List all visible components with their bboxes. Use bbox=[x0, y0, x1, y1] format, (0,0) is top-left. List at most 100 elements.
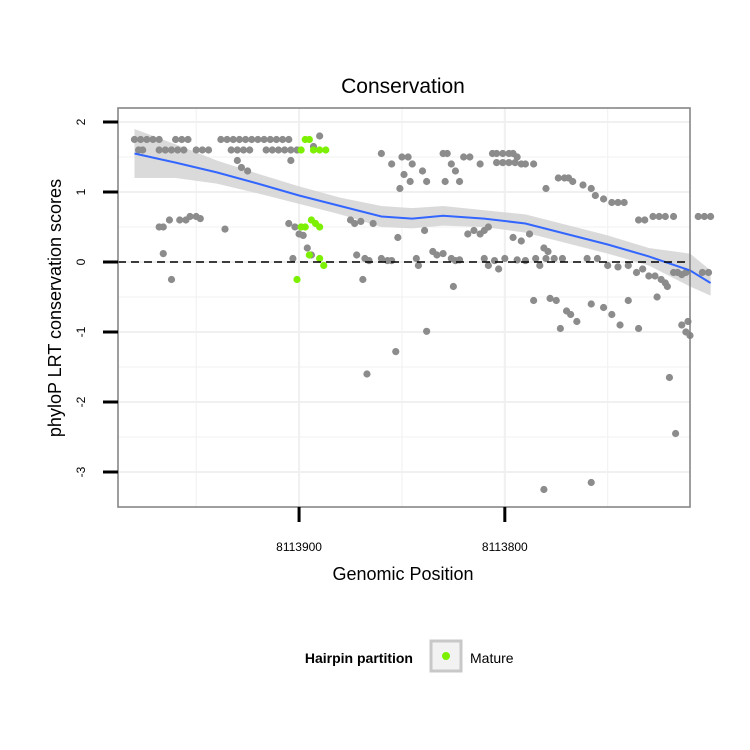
chart-title: Conservation bbox=[341, 75, 465, 98]
data-point bbox=[180, 146, 188, 154]
data-point bbox=[492, 149, 501, 158]
x-tick-label: 8113900 bbox=[276, 540, 322, 554]
legend: Hairpin partition Mature bbox=[305, 639, 514, 673]
data-point bbox=[244, 167, 252, 175]
data-point bbox=[661, 212, 669, 221]
data-point bbox=[287, 146, 295, 154]
data-point bbox=[172, 135, 180, 144]
data-point bbox=[388, 257, 396, 265]
legend-title: Hairpin partition bbox=[305, 650, 413, 666]
data-point bbox=[645, 272, 653, 280]
y-tick-label: -3 bbox=[74, 466, 88, 477]
data-point bbox=[174, 146, 182, 154]
data-point bbox=[392, 348, 400, 356]
data-point-mature bbox=[293, 275, 301, 284]
data-point bbox=[221, 225, 229, 233]
data-point bbox=[509, 233, 517, 242]
data-point bbox=[439, 250, 447, 258]
legend-label-mature: Mature bbox=[470, 650, 514, 666]
data-point bbox=[398, 153, 406, 161]
data-point bbox=[155, 146, 163, 154]
data-point bbox=[480, 254, 488, 263]
data-point bbox=[583, 254, 591, 263]
data-point bbox=[204, 146, 213, 154]
data-point bbox=[704, 268, 713, 277]
data-point bbox=[155, 135, 163, 144]
data-point bbox=[186, 212, 194, 221]
data-point-mature bbox=[305, 135, 313, 144]
data-point bbox=[641, 216, 649, 224]
data-point bbox=[700, 212, 709, 221]
data-point bbox=[272, 135, 281, 144]
data-points-layer bbox=[130, 132, 715, 494]
data-point bbox=[573, 317, 581, 326]
data-point bbox=[579, 181, 587, 189]
data-point bbox=[363, 370, 371, 378]
data-point bbox=[671, 429, 680, 438]
data-point bbox=[505, 159, 513, 167]
x-axis-title: Genomic Position bbox=[332, 564, 473, 584]
data-point-mature bbox=[316, 223, 324, 231]
data-point bbox=[620, 198, 628, 207]
data-point bbox=[359, 275, 367, 284]
data-point bbox=[552, 296, 560, 305]
y-tick-label: 2 bbox=[74, 118, 88, 125]
data-point bbox=[470, 226, 478, 235]
data-point-mature bbox=[297, 146, 305, 154]
x-tick-label: 8113800 bbox=[482, 540, 528, 554]
axis-ticks: 8113900 8113800 2 1 0 -1 -2 -3 bbox=[74, 118, 528, 554]
data-point bbox=[178, 135, 186, 144]
data-point-mature bbox=[305, 251, 313, 259]
data-point bbox=[558, 254, 567, 263]
data-point bbox=[192, 146, 200, 154]
data-point bbox=[540, 485, 548, 494]
data-point bbox=[196, 215, 204, 223]
data-point bbox=[159, 250, 167, 258]
y-tick-label: -2 bbox=[74, 396, 88, 407]
y-tick-label: 1 bbox=[74, 188, 88, 195]
data-point bbox=[451, 167, 460, 175]
data-point bbox=[634, 216, 643, 224]
data-point bbox=[420, 226, 429, 235]
data-point bbox=[130, 135, 139, 144]
data-point bbox=[281, 146, 289, 154]
data-point bbox=[254, 135, 262, 144]
data-point bbox=[414, 261, 423, 270]
data-point bbox=[525, 230, 534, 238]
data-point bbox=[229, 135, 237, 144]
data-point bbox=[357, 217, 365, 225]
data-point bbox=[235, 135, 243, 144]
data-point bbox=[476, 160, 484, 168]
data-point-mature bbox=[309, 146, 318, 154]
data-point bbox=[266, 135, 274, 144]
data-point bbox=[599, 195, 608, 203]
data-point bbox=[614, 198, 622, 207]
data-point bbox=[492, 159, 501, 167]
data-point bbox=[165, 216, 174, 224]
data-point bbox=[418, 167, 427, 175]
data-point bbox=[484, 261, 492, 270]
data-point bbox=[149, 135, 157, 144]
data-point bbox=[246, 146, 254, 154]
data-point bbox=[262, 146, 270, 154]
data-point bbox=[404, 153, 412, 161]
data-point bbox=[139, 146, 147, 154]
smooth-line-layer bbox=[134, 152, 712, 284]
plot-panel-border bbox=[117, 107, 691, 508]
data-point bbox=[279, 135, 287, 144]
data-point bbox=[233, 156, 241, 165]
data-point bbox=[351, 219, 359, 228]
data-point bbox=[184, 135, 192, 144]
data-point bbox=[161, 146, 169, 154]
data-point bbox=[198, 146, 206, 154]
data-point bbox=[248, 135, 256, 144]
data-point bbox=[143, 135, 151, 144]
data-point bbox=[388, 160, 396, 168]
data-point bbox=[587, 478, 595, 487]
data-point bbox=[501, 254, 509, 263]
data-point bbox=[274, 146, 283, 154]
data-point bbox=[639, 265, 647, 273]
data-point bbox=[408, 160, 416, 168]
data-point bbox=[412, 254, 420, 263]
